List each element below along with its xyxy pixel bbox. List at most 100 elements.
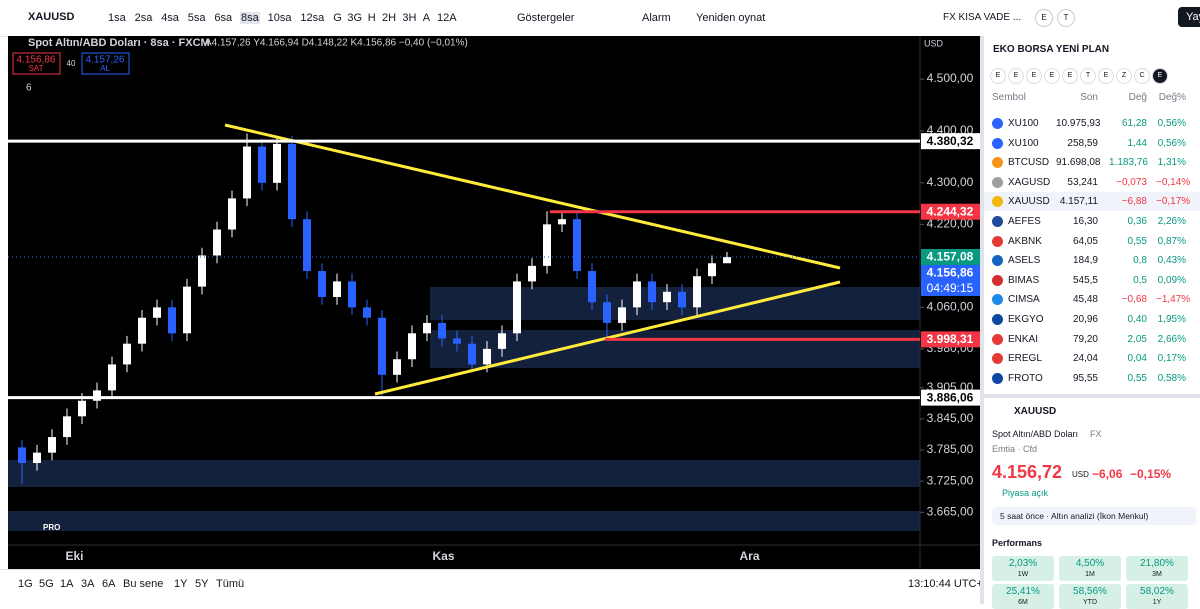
interval-button[interactable]: 8sa [240, 12, 260, 24]
change-pct: 0,43% [1157, 255, 1186, 267]
candle-body [93, 390, 101, 401]
watchlist-row[interactable]: CIMSA 45,48 −0,68 −1,47% [984, 290, 1200, 309]
candle-body [123, 343, 131, 365]
range-button[interactable]: 1G [18, 578, 33, 590]
interval-button[interactable]: 4sa [161, 12, 179, 24]
candle-body [513, 281, 521, 334]
filter-button[interactable]: C [1134, 68, 1150, 84]
watchlist-row[interactable]: AEFES 16,30 0,36 2,26% [984, 212, 1200, 231]
price-marker [921, 264, 980, 281]
change-pct: 0,17% [1157, 353, 1186, 365]
news-item[interactable]: 5 saat önce · Altın analizi (İkon Menkul… [992, 507, 1196, 525]
filter-button[interactable]: E [990, 68, 1006, 84]
candle-body [633, 281, 641, 308]
watchlist-row[interactable]: BTCUSD 91.698,08 1.183,76 1,31% [984, 153, 1200, 172]
publish-button[interactable]: Yay [1178, 7, 1200, 27]
change-pct: 0,09% [1157, 274, 1186, 286]
indicators-button[interactable]: Göstergeler [517, 12, 575, 24]
layout-name[interactable]: FX KISA VADE ... [943, 12, 1022, 23]
symbol: EKGYO [1008, 314, 1044, 325]
candle-body [33, 452, 41, 464]
detail-name: Spot Altın/ABD Doları [992, 429, 1079, 439]
watchlist-row[interactable]: EKGYO 20,96 0,40 1,95% [984, 310, 1200, 329]
interval-button[interactable]: H [367, 12, 376, 24]
price-marker-label: 4.156,86 [927, 266, 974, 280]
symbol: ENKAI [1008, 333, 1039, 345]
watchlist-row[interactable]: XAUUSD 4.157,11 −6,88 −0,17% [984, 192, 1200, 212]
interval-button[interactable]: 1sa [108, 12, 126, 24]
filter-button[interactable]: T [1080, 68, 1096, 84]
interval-button[interactable]: 2H [382, 12, 397, 24]
range-button[interactable]: 5Y [195, 578, 209, 590]
interval-button[interactable]: 12A [437, 12, 457, 24]
detail-change: −6,06 [1092, 467, 1123, 481]
y-tick-label: 3.785,00 [927, 442, 974, 456]
interval-button[interactable]: 3G [347, 12, 363, 24]
filter-button[interactable]: E [1098, 68, 1114, 84]
symbol[interactable]: XAUUSD [28, 11, 75, 23]
watchlist-row[interactable]: XU100 258,59 1,44 0,56% [984, 134, 1200, 153]
watchlist-row[interactable]: ASELS 184,9 0,8 0,43% [984, 251, 1200, 270]
filter-button[interactable]: Z [1116, 68, 1132, 84]
interval-button[interactable]: 10sa [267, 12, 292, 24]
watchlist-row[interactable]: XAGUSD 53,241 −0,073 −0,14% [984, 173, 1200, 192]
watchlist-row[interactable]: EREGL 24,04 0,04 0,17% [984, 349, 1200, 368]
last: 16,30 [1072, 216, 1098, 227]
toolbar: XAUUSD 1sa 2sa 4sa 5sa 6sa 8sa 10sa 12sa G 3G H 2H 3H… [0, 0, 1200, 37]
alarm-button[interactable]: Alarm [642, 12, 671, 24]
range-button[interactable]: 1A [60, 578, 74, 590]
last: 95,55 [1072, 372, 1098, 384]
letter-button[interactable]: T [1057, 9, 1075, 27]
interval-button[interactable]: 3H [402, 12, 417, 24]
change-pct: 0,56% [1157, 118, 1186, 129]
replay-button[interactable]: Yeniden oynat [696, 12, 766, 24]
countdown: 04:49:15 [927, 281, 974, 295]
interval-button[interactable]: G [333, 12, 342, 24]
watchlist-title[interactable]: EKO BORSA YENİ PLAN [993, 44, 1110, 55]
interval-button[interactable]: 6sa [214, 12, 233, 24]
filter-button[interactable]: E [1062, 68, 1078, 84]
trendline [224, 123, 841, 270]
watchlist-row[interactable]: AKBNK 64,05 0,55 0,87% [984, 232, 1200, 251]
watchlist-row[interactable]: BIMAS 545,5 0,5 0,09% [984, 271, 1200, 290]
range-button[interactable]: 3A [81, 578, 95, 590]
range-button[interactable]: Bu sene [123, 578, 164, 590]
change: −0,68 [1121, 294, 1147, 306]
change: 0,36 [1127, 216, 1147, 227]
change-pct: 0,87% [1157, 235, 1186, 247]
range-button[interactable]: 6A [102, 578, 116, 590]
y-tick-label: 4.220,00 [927, 217, 974, 231]
watchlist-row[interactable]: XU100 10.975,93 61,28 0,56% [984, 114, 1200, 133]
price-marker [921, 248, 980, 265]
last: 24,04 [1072, 353, 1098, 365]
candle-body [453, 338, 461, 344]
symbol: ASELS [1008, 255, 1041, 267]
filter-button[interactable]: E [1008, 68, 1024, 84]
performance-value: 4,50% [1075, 558, 1105, 569]
performance-cell: 58,56% YTD [1059, 584, 1121, 609]
interval-button[interactable]: A [422, 12, 431, 24]
sell-box [12, 52, 61, 75]
column-header: Değ [1128, 92, 1147, 103]
range-button[interactable]: 1Y [174, 578, 188, 590]
interval-button[interactable]: 12sa [300, 12, 325, 24]
symbol-icon [992, 353, 1003, 365]
symbol: FROTO [1008, 372, 1043, 384]
candle-body [393, 359, 401, 375]
range-button[interactable]: 5G [39, 578, 54, 590]
price-marker [921, 203, 980, 220]
filter-button[interactable]: E [1044, 68, 1060, 84]
performance-cell: 4,50% 1M [1059, 556, 1121, 581]
letter-button[interactable]: E [1035, 9, 1053, 27]
watchlist-row[interactable]: ENKAI 79,20 2,05 2,66% [984, 330, 1200, 349]
interval-button[interactable]: 5sa [187, 12, 206, 24]
range-button[interactable]: Tümü [216, 578, 245, 590]
candle-body [708, 263, 716, 277]
candle-body [78, 400, 86, 417]
filter-button[interactable]: E [1152, 68, 1168, 84]
y-tick-label: 3.725,00 [927, 473, 974, 487]
interval-button[interactable]: 2sa [134, 12, 153, 24]
watchlist-row[interactable]: FROTO 95,55 0,55 0,58% [984, 369, 1200, 388]
filter-button[interactable]: E [1026, 68, 1042, 84]
change: −0,073 [1116, 176, 1147, 188]
